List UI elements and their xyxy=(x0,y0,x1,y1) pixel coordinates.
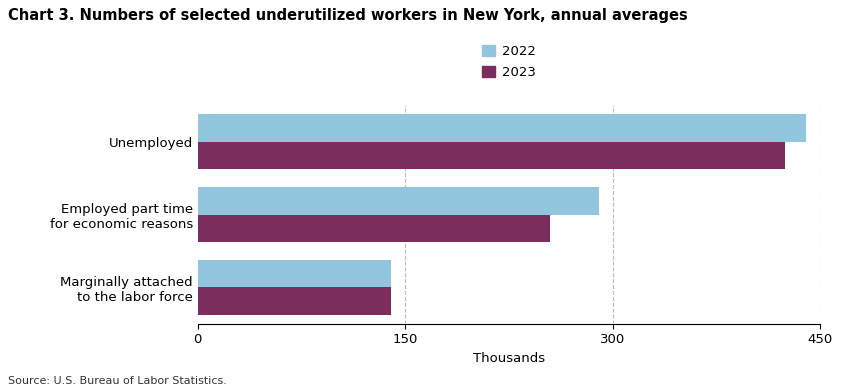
Legend: 2022, 2023: 2022, 2023 xyxy=(479,42,538,81)
Bar xyxy=(198,114,807,142)
Text: Source: U.S. Bureau of Labor Statistics.: Source: U.S. Bureau of Labor Statistics. xyxy=(8,376,227,386)
Bar xyxy=(198,260,391,287)
Bar xyxy=(198,215,550,242)
Bar xyxy=(198,142,785,169)
Text: Chart 3. Numbers of selected underutilized workers in New York, annual averages: Chart 3. Numbers of selected underutiliz… xyxy=(8,8,688,23)
Bar xyxy=(198,187,599,215)
Bar xyxy=(198,287,391,315)
X-axis label: Thousands: Thousands xyxy=(473,352,545,365)
